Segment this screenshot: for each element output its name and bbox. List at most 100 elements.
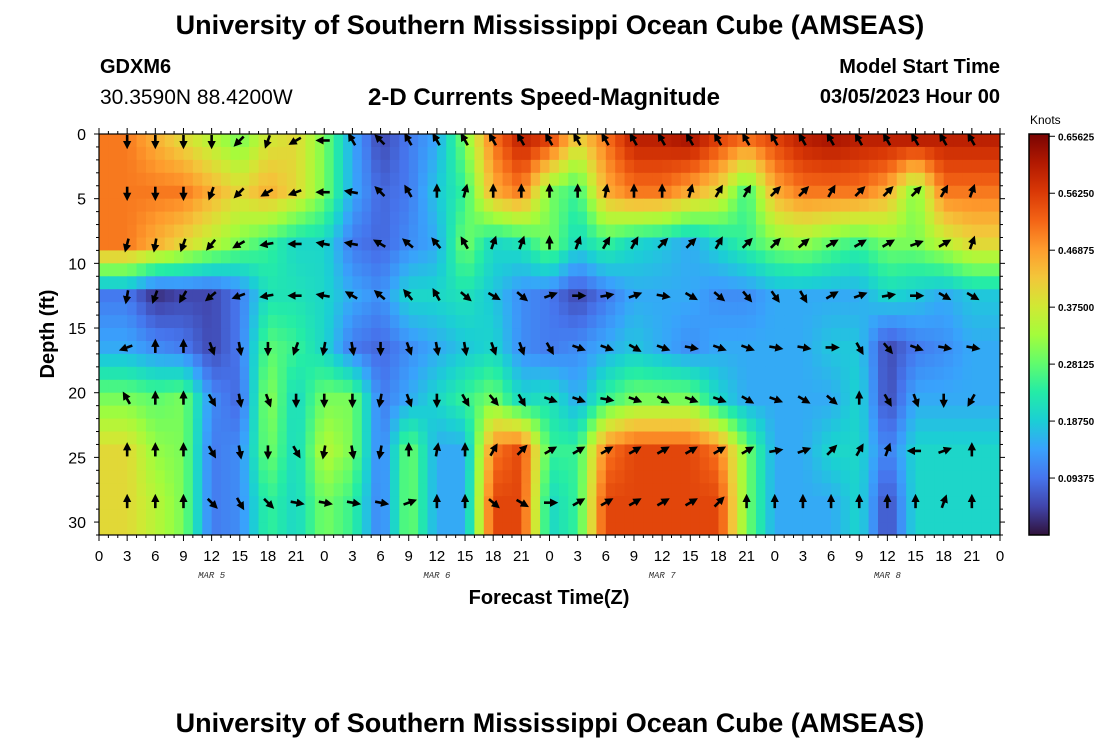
heatmap-cell xyxy=(934,224,945,239)
heatmap-cell xyxy=(117,509,128,523)
heatmap-cell xyxy=(258,379,269,394)
heatmap-cell xyxy=(709,250,720,264)
heatmap-cell xyxy=(906,418,917,433)
heatmap-cell xyxy=(840,457,851,471)
heatmap-cell xyxy=(624,483,635,497)
heatmap-cell xyxy=(690,483,701,497)
heatmap-cell xyxy=(765,496,776,510)
heatmap-cell xyxy=(530,315,541,329)
heatmap-cell xyxy=(680,263,691,277)
heatmap-cell xyxy=(615,134,626,148)
heatmap-cell xyxy=(286,366,297,381)
heatmap-cell xyxy=(427,315,438,329)
heatmap-cell xyxy=(849,276,860,290)
heatmap-cell xyxy=(840,418,851,433)
heatmap-cell xyxy=(737,444,748,458)
heatmap-cell xyxy=(136,405,147,420)
x-tick-label: 0 xyxy=(95,548,103,565)
heatmap-cell xyxy=(117,379,128,394)
heatmap-cell xyxy=(418,509,429,523)
heatmap-cell xyxy=(155,470,166,484)
heatmap-cell xyxy=(483,379,494,394)
heatmap-cell xyxy=(502,379,513,394)
heatmap-cell xyxy=(784,379,795,394)
heatmap-cell xyxy=(427,431,438,446)
heatmap-cell xyxy=(314,340,325,355)
heatmap-cell xyxy=(502,509,513,523)
heatmap-cell xyxy=(821,379,832,394)
heatmap-cell xyxy=(793,276,804,290)
heatmap-cell xyxy=(990,496,1000,510)
heatmap-cell xyxy=(436,431,447,446)
heatmap-cell xyxy=(802,302,813,316)
current-arrow xyxy=(374,134,386,146)
current-arrow xyxy=(372,239,386,248)
heatmap-cell xyxy=(352,250,363,264)
heatmap-cell xyxy=(877,185,888,200)
heatmap-cell xyxy=(774,405,785,420)
x-tick-label: 15 xyxy=(231,548,248,565)
heatmap-cell xyxy=(399,198,410,213)
heatmap-cell xyxy=(765,159,776,174)
heatmap-cell xyxy=(399,509,410,523)
heatmap-cell xyxy=(915,405,926,420)
heatmap-cell xyxy=(821,522,832,535)
heatmap-cell xyxy=(380,483,391,497)
heatmap-cell xyxy=(117,353,128,368)
heatmap-cell xyxy=(127,444,138,458)
heatmap-cell xyxy=(774,509,785,523)
heatmap-cell xyxy=(202,522,213,535)
heatmap-cell xyxy=(577,302,588,316)
heatmap-cell xyxy=(399,224,410,239)
heatmap-cell xyxy=(324,470,335,484)
heatmap-cell xyxy=(793,431,804,446)
heatmap-cell xyxy=(549,134,560,148)
heatmap-cell xyxy=(540,483,551,497)
heatmap-cell xyxy=(746,496,757,510)
heatmap-cell xyxy=(192,392,203,407)
heatmap-cell xyxy=(164,392,175,407)
heatmap-cell xyxy=(99,366,109,381)
heatmap-cell xyxy=(915,328,926,342)
heatmap-cell xyxy=(418,159,429,174)
heatmap-cell xyxy=(549,250,560,264)
heatmap-cell xyxy=(333,328,344,342)
heatmap-cell xyxy=(624,250,635,264)
heatmap-cell xyxy=(877,418,888,433)
heatmap-cell xyxy=(436,444,447,458)
current-arrow xyxy=(347,134,357,146)
heatmap-cell xyxy=(990,457,1000,471)
heatmap-cell xyxy=(624,172,635,187)
heatmap-cell xyxy=(558,457,569,471)
heatmap-cell xyxy=(812,237,823,252)
heatmap-cell xyxy=(389,185,400,200)
x-tick-label: 6 xyxy=(376,548,384,565)
heatmap-cell xyxy=(577,211,588,226)
current-arrow xyxy=(684,291,698,301)
heatmap-cell xyxy=(192,431,203,446)
heatmap-cell xyxy=(624,237,635,252)
heatmap-cell xyxy=(314,470,325,484)
heatmap-cell xyxy=(192,522,203,535)
heatmap-cell xyxy=(221,263,231,277)
heatmap-cell xyxy=(267,470,278,484)
heatmap-cell xyxy=(136,340,147,355)
heatmap-cell xyxy=(502,353,513,368)
heatmap-cell xyxy=(793,289,804,303)
heatmap-cell xyxy=(277,198,288,213)
heatmap-cell xyxy=(831,496,842,510)
heatmap-cell xyxy=(587,276,598,290)
heatmap-cell xyxy=(831,328,842,342)
heatmap-cell xyxy=(605,134,616,148)
heatmap-cell xyxy=(230,366,241,381)
heatmap-cell xyxy=(831,302,842,316)
heatmap-cell xyxy=(981,340,992,355)
heatmap-cell xyxy=(155,340,166,355)
heatmap-cell xyxy=(962,483,973,497)
heatmap-cell xyxy=(380,457,391,471)
heatmap-cell xyxy=(108,340,119,355)
heatmap-cell xyxy=(286,302,297,316)
heatmap-cell xyxy=(774,431,785,446)
current-arrow xyxy=(488,498,500,509)
